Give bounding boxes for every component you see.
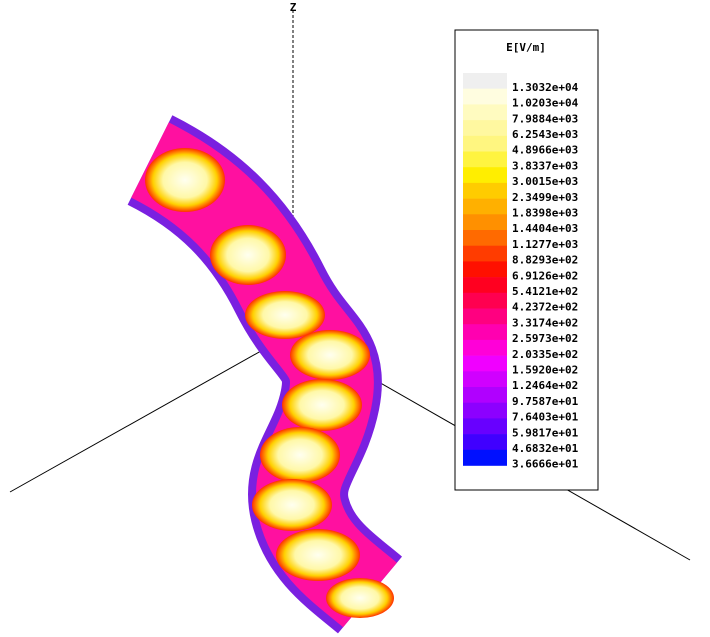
field-cell xyxy=(276,529,360,581)
legend-swatch xyxy=(463,120,507,137)
field-cell xyxy=(260,427,340,483)
legend-label: 3.0015e+03 xyxy=(512,175,578,188)
legend-swatch xyxy=(463,167,507,184)
legend-swatch xyxy=(463,292,507,309)
legend-swatch xyxy=(463,88,507,105)
legend-swatch xyxy=(463,277,507,294)
legend-swatch xyxy=(463,371,507,388)
legend-label: 4.8966e+03 xyxy=(512,144,578,157)
legend-swatch xyxy=(463,402,507,419)
legend-label: 9.7587e+01 xyxy=(512,395,579,408)
waveguide xyxy=(126,115,403,634)
legend-label: 2.5973e+02 xyxy=(512,332,578,345)
field-cell xyxy=(252,479,332,531)
legend-swatch xyxy=(463,355,507,372)
legend-swatch xyxy=(463,324,507,341)
legend-label: 6.2543e+03 xyxy=(512,128,578,141)
legend-label: 3.3174e+02 xyxy=(512,316,578,329)
legend-label: 4.2372e+02 xyxy=(512,301,578,314)
legend-label: 6.9126e+02 xyxy=(512,269,578,282)
legend-label: 3.8337e+03 xyxy=(512,159,578,172)
legend-swatch xyxy=(463,230,507,246)
field-cell xyxy=(145,148,225,212)
legend-label: 3.6666e+01 xyxy=(512,458,579,471)
legend-swatch xyxy=(463,449,507,466)
legend-label: 1.0203e+04 xyxy=(512,97,579,110)
legend-label: 1.5920e+02 xyxy=(512,364,578,377)
legend-label: 7.6403e+01 xyxy=(512,411,579,424)
legend-label: 8.8293e+02 xyxy=(512,254,578,267)
legend-swatch xyxy=(463,151,507,168)
legend-swatch xyxy=(463,418,507,435)
legend-swatch xyxy=(463,339,507,356)
legend-label: 1.2464e+02 xyxy=(512,379,578,392)
field-cell xyxy=(326,578,394,618)
legend-label: 7.9884e+03 xyxy=(512,112,578,125)
legend-label: 5.9817e+01 xyxy=(512,426,579,439)
field-cell xyxy=(282,379,362,431)
legend-title: E[V/m] xyxy=(506,41,546,54)
legend-swatch xyxy=(463,261,507,278)
legend-swatch xyxy=(463,73,507,89)
legend-label: 1.4404e+03 xyxy=(512,222,578,235)
legend-label: 1.3032e+04 xyxy=(512,81,579,94)
legend-swatch xyxy=(463,387,507,403)
axis-label: Z xyxy=(290,1,297,14)
legend-label: 1.8398e+03 xyxy=(512,207,578,220)
legend-swatch xyxy=(463,434,507,451)
legend-label: 4.6832e+01 xyxy=(512,442,579,455)
legend-swatch xyxy=(463,104,507,121)
legend-swatch xyxy=(463,308,507,325)
field-cell xyxy=(245,291,325,339)
legend-swatch xyxy=(463,135,507,152)
legend: E[V/m] 1.3032e+04 1.0203e+04 7.9884e+03 6.2… xyxy=(454,29,599,491)
legend-label: 2.0335e+02 xyxy=(512,348,578,361)
legend-swatch xyxy=(463,198,507,215)
legend-label: 2.3499e+03 xyxy=(512,191,578,204)
field-cell xyxy=(210,225,286,285)
legend-label: 5.4121e+02 xyxy=(512,285,578,298)
field-cell xyxy=(290,330,370,380)
legend-swatch xyxy=(463,214,507,231)
legend-swatch xyxy=(463,245,507,262)
legend-label: 1.1277e+03 xyxy=(512,238,578,251)
x-axis xyxy=(9,332,294,493)
legend-swatch xyxy=(463,182,507,199)
